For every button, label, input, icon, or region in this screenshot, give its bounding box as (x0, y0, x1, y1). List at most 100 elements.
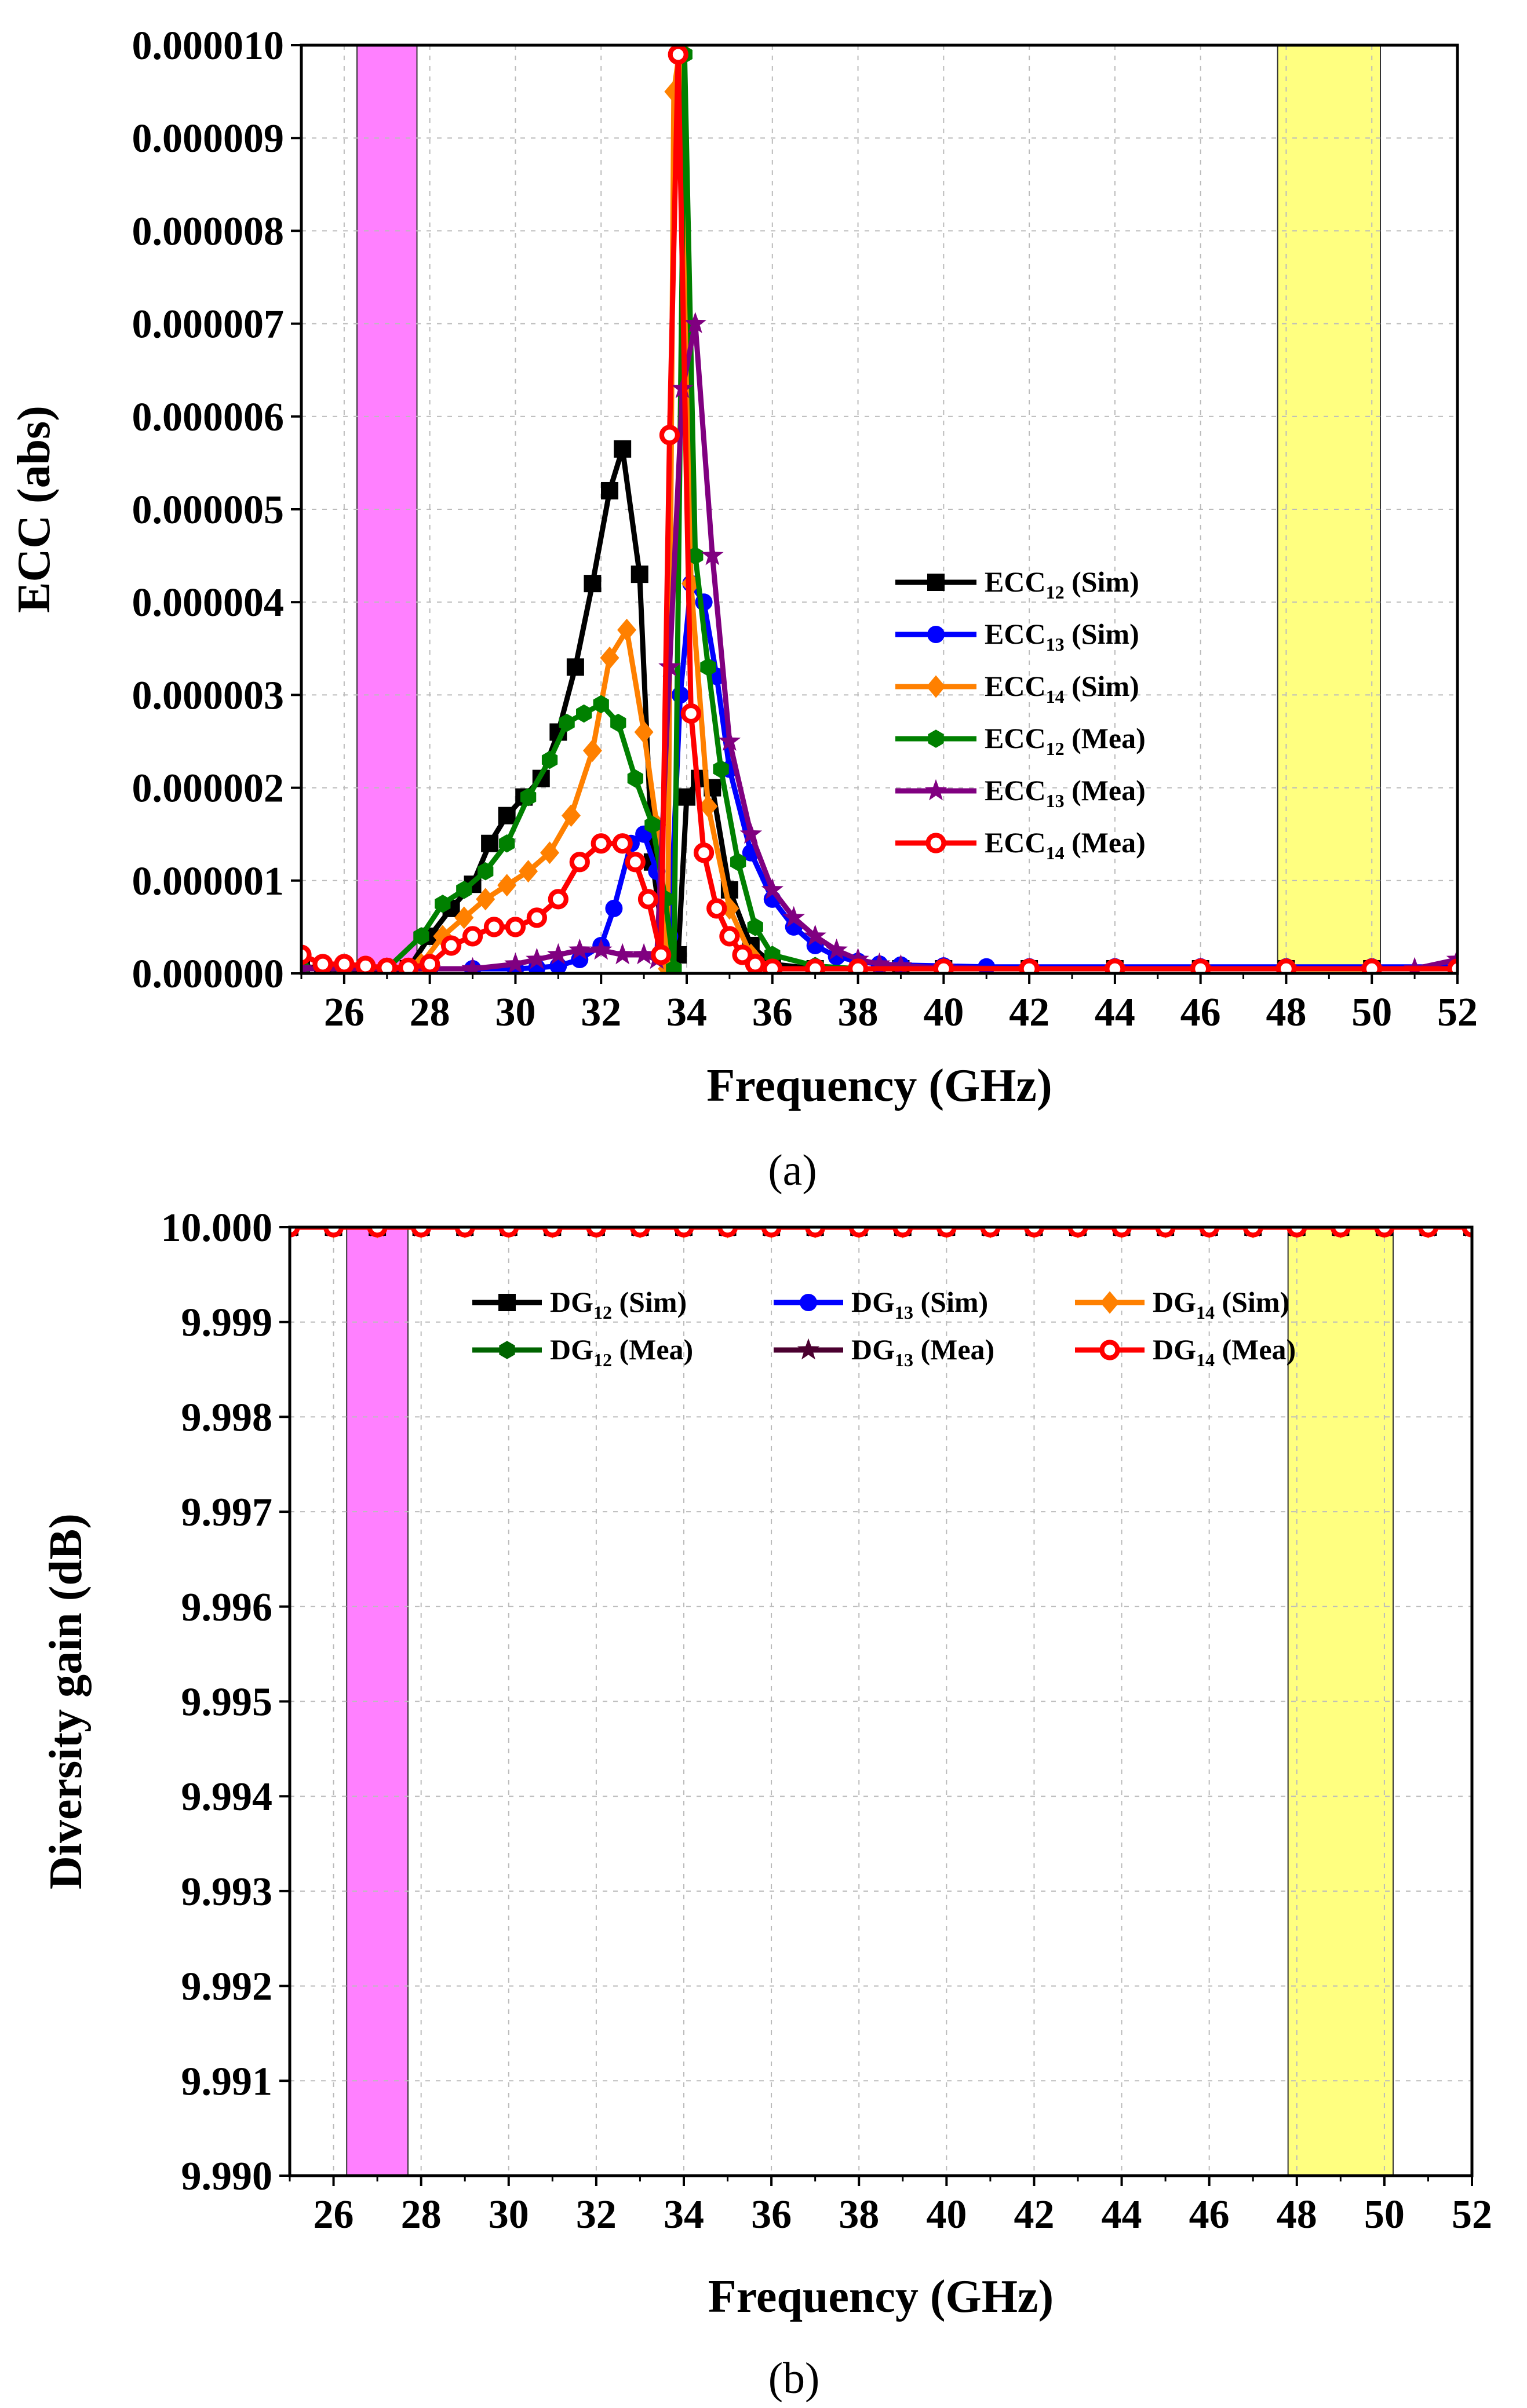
data-point (398, 957, 419, 973)
data-point (526, 907, 548, 928)
y-tick-label: 9.996 (181, 1585, 273, 1630)
y-tick-label: 0.000005 (132, 488, 285, 532)
legend-item: ECC12 (Mea) (895, 722, 1146, 759)
data-point (519, 860, 538, 883)
data-point (476, 888, 495, 911)
legend-marker (1100, 1291, 1120, 1314)
data-point (1111, 1227, 1132, 1238)
data-point (1275, 958, 1297, 973)
data-point (611, 943, 634, 965)
data-point (540, 841, 560, 864)
data-point (717, 1227, 738, 1238)
data-point (637, 889, 659, 910)
data-point (632, 943, 655, 965)
x-tick-label: 42 (1014, 2192, 1054, 2237)
legend-marker (927, 574, 945, 591)
data-point (634, 720, 654, 743)
chart-diversity-gain: 26 28 30 32 34 36 38 40 42 44 46 48 50 52 9.990 9.991 9.… (41, 1206, 1492, 2403)
x-tick-label: 34 (664, 2192, 704, 2237)
data-point (355, 955, 376, 973)
legend-label: ECC12 (Mea) (985, 722, 1146, 759)
legend-marker (928, 729, 944, 748)
x-tick-label: 26 (324, 990, 365, 1035)
data-point (761, 1227, 782, 1238)
x-tick-label: 30 (495, 990, 535, 1035)
data-point (668, 45, 688, 65)
y-tick-label: 0.000003 (132, 673, 285, 718)
data-point (847, 958, 869, 973)
data-point (701, 543, 724, 565)
data-point (825, 938, 848, 960)
data-point (312, 954, 333, 973)
data-point (666, 959, 682, 973)
y-tick-label: 10.000 (161, 1206, 273, 1250)
data-point (301, 944, 312, 965)
x-tick-label: 50 (1351, 990, 1392, 1035)
data-point (718, 729, 741, 751)
legend-item: DG14 (Mea) (1075, 1333, 1296, 1370)
x-tick-label: 28 (401, 2192, 442, 2237)
data-point (1242, 1227, 1263, 1238)
legend-label: ECC12 (Sim) (985, 565, 1139, 603)
data-point (1447, 958, 1457, 973)
y-tick-label: 9.999 (181, 1301, 273, 1345)
legend-item: DG13 (Mea) (774, 1333, 994, 1370)
x-tick-label: 38 (838, 990, 879, 1035)
y-tick-label: 9.997 (181, 1490, 273, 1535)
data-point (582, 739, 602, 762)
data-point (600, 646, 619, 669)
data-point (559, 713, 575, 732)
data-point (569, 852, 590, 873)
data-point (591, 833, 611, 854)
x-tick-label: 28 (410, 990, 450, 1035)
data-point (1190, 958, 1211, 973)
data-point (625, 852, 646, 873)
legend-label: DG12 (Mea) (550, 1333, 693, 1370)
y-axis-title: ECC (abs) (9, 406, 60, 613)
legend-marker (925, 833, 946, 853)
data-point (520, 787, 537, 807)
x-tick-label: 48 (1266, 990, 1306, 1035)
data-point (629, 1227, 651, 1238)
x-tick-label: 36 (752, 990, 793, 1035)
legend: ECC12 (Sim) ECC13 (Sim) ECC14 (Sim) ECC12 (… (895, 565, 1146, 863)
data-point (936, 1227, 957, 1238)
data-point (584, 575, 602, 593)
y-axis-title: Diversity gain (dB) (41, 1513, 92, 1889)
x-tick-label: 52 (1437, 990, 1478, 1035)
data-point (698, 795, 718, 818)
data-point (301, 957, 313, 973)
data-point (483, 917, 505, 937)
data-point (658, 655, 681, 677)
x-tick-label: 32 (581, 990, 621, 1035)
data-point (651, 944, 672, 965)
data-point (659, 425, 680, 446)
legend-label: ECC13 (Sim) (985, 618, 1139, 655)
data-point (680, 703, 702, 724)
legend-item: DG14 (Sim) (1075, 1286, 1289, 1323)
y-tick-label: 9.992 (181, 1965, 273, 2009)
series-6 (301, 45, 1457, 973)
legend-label: DG13 (Sim) (851, 1286, 988, 1323)
data-point (413, 927, 429, 946)
data-point (456, 881, 472, 899)
legend-marker (926, 675, 946, 698)
data-point (627, 769, 643, 788)
data-point (617, 618, 637, 641)
data-point (805, 1227, 826, 1238)
data-point (719, 926, 740, 947)
figure-caption: (a) (768, 1146, 817, 1195)
x-tick-label: 46 (1180, 990, 1221, 1035)
data-point (848, 1227, 869, 1238)
data-point (1023, 1227, 1045, 1238)
data-point (700, 658, 716, 677)
data-point (334, 954, 355, 973)
data-point (805, 958, 826, 973)
y-tick-label: 0.000002 (132, 767, 285, 811)
data-point (548, 889, 568, 910)
data-point (747, 918, 763, 936)
x-tick-label: 30 (489, 2192, 529, 2237)
data-point (980, 1227, 1001, 1238)
y-tick-label: 9.994 (181, 1775, 273, 1819)
